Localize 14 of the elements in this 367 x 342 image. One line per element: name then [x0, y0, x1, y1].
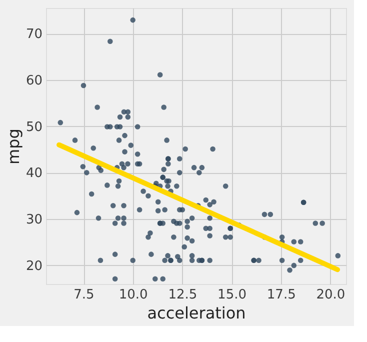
x-tick-label: 20.0 — [316, 288, 346, 302]
x-tick-label: 10.0 — [118, 288, 148, 302]
y-tick-label: 30 — [26, 212, 42, 228]
y-axis-title: mpg — [4, 128, 23, 164]
x-tick-label: 15.0 — [218, 288, 247, 302]
x-tick-label: 17.5 — [266, 288, 296, 302]
y-tick-label: 50 — [26, 120, 42, 135]
y-tick-label: 70 — [26, 27, 42, 42]
x-axis-title: acceleration — [147, 304, 246, 322]
x-tick-label: 12.5 — [168, 288, 198, 302]
y-tick-label: 60 — [26, 73, 42, 88]
y-tick-label: 40 — [26, 166, 42, 182]
y-tick-label: 20 — [26, 258, 42, 274]
x-tick-label: 7.5 — [74, 288, 94, 302]
